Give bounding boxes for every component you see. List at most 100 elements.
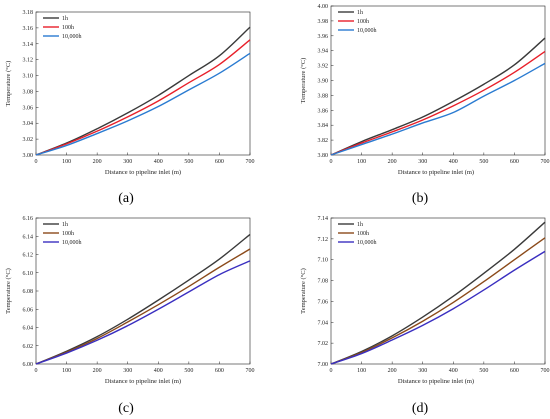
- x-tick-label: 400: [449, 159, 458, 165]
- y-tick-label: 3.96: [318, 34, 329, 40]
- y-tick-label: 6.12: [23, 253, 34, 259]
- legend-label: 1h: [357, 222, 363, 228]
- y-tick-label: 3.06: [23, 105, 34, 111]
- y-tick-label: 7.14: [318, 216, 329, 222]
- y-tick-label: 3.90: [318, 79, 329, 85]
- x-tick-label: 200: [388, 159, 397, 165]
- x-tick-label: 600: [215, 368, 224, 374]
- y-tick-label: 3.04: [23, 121, 34, 127]
- x-tick-label: 200: [93, 159, 102, 165]
- x-tick-label: 200: [388, 368, 397, 374]
- y-tick-label: 3.94: [318, 49, 329, 55]
- x-tick-label: 300: [123, 159, 132, 165]
- y-tick-label: 3.16: [23, 26, 34, 32]
- legend-label: 10,000h: [357, 28, 377, 34]
- y-tick-label: 7.00: [318, 362, 329, 368]
- y-tick-label: 6.06: [23, 307, 34, 313]
- y-tick-label: 3.82: [318, 138, 329, 144]
- legend-label: 100h: [62, 231, 74, 237]
- y-tick-label: 3.84: [318, 123, 329, 129]
- x-tick-label: 300: [418, 159, 427, 165]
- panel-label: (d): [412, 401, 429, 416]
- y-tick-label: 3.86: [318, 108, 329, 114]
- y-tick-label: 3.98: [318, 19, 329, 25]
- legend-label: 1h: [357, 10, 363, 16]
- series-line-100h: [330, 237, 546, 365]
- x-tick-label: 700: [541, 159, 550, 165]
- x-tick-label: 500: [479, 159, 488, 165]
- series-line-10000h: [35, 52, 251, 156]
- x-tick-label: 400: [154, 159, 163, 165]
- x-tick-label: 500: [184, 368, 193, 374]
- x-tick-label: 0: [35, 159, 38, 165]
- x-axis-label: Distance to pipeline inlet (m): [398, 378, 474, 385]
- x-tick-label: 300: [418, 368, 427, 374]
- series-line-100h: [35, 39, 251, 156]
- x-tick-label: 100: [62, 368, 71, 374]
- x-axis-label: Distance to pipeline inlet (m): [398, 169, 474, 176]
- y-tick-label: 6.00: [23, 362, 34, 368]
- series-line-1h: [330, 37, 546, 156]
- x-tick-label: 700: [246, 368, 255, 374]
- chart-panel-2: 0 100 200 300 400 500 600 700 6.00 6.02 6.04 6.06 6.…: [5, 216, 255, 416]
- y-tick-label: 6.02: [23, 344, 34, 350]
- y-tick-label: 3.88: [318, 93, 329, 99]
- x-tick-label: 600: [510, 159, 519, 165]
- x-tick-label: 400: [449, 368, 458, 374]
- y-axis-label: Temperature (°C): [300, 268, 307, 314]
- y-tick-label: 3.10: [23, 74, 34, 80]
- x-tick-label: 100: [62, 159, 71, 165]
- series-line-10000h: [330, 250, 546, 365]
- chart-panel-3: 0 100 200 300 400 500 600 700 7.00 7.02 7.04 7.06 7.…: [300, 216, 550, 416]
- y-tick-label: 3.00: [23, 153, 34, 159]
- x-axis-label: Distance to pipeline inlet (m): [105, 378, 181, 385]
- x-tick-label: 700: [246, 159, 255, 165]
- y-axis-label: Temperature (°C): [5, 61, 12, 107]
- y-tick-label: 6.04: [23, 326, 34, 332]
- y-tick-label: 7.04: [318, 320, 329, 326]
- panel-label: (b): [412, 191, 429, 206]
- x-tick-label: 100: [357, 159, 366, 165]
- x-tick-label: 700: [541, 368, 550, 374]
- chart-panel-0: 0 100 200 300 400 500 600 700 3.00 3.02 3.04 3.06 3.…: [5, 10, 255, 206]
- x-tick-label: 400: [154, 368, 163, 374]
- x-tick-label: 0: [330, 159, 333, 165]
- x-tick-label: 0: [330, 368, 333, 374]
- y-axis-label: Temperature (°C): [5, 268, 12, 314]
- series-line-100h: [35, 248, 251, 365]
- y-tick-label: 6.10: [23, 271, 34, 277]
- series-line-1h: [35, 233, 251, 365]
- legend-label: 10,000h: [62, 34, 82, 40]
- series-line-1h: [330, 221, 546, 365]
- panel-label: (c): [118, 401, 134, 416]
- y-tick-label: 3.14: [23, 42, 34, 48]
- x-axis-label: Distance to pipeline inlet (m): [105, 169, 181, 176]
- series-line-10000h: [330, 62, 546, 156]
- y-tick-label: 6.14: [23, 234, 34, 240]
- series-line-1h: [35, 26, 251, 156]
- y-tick-label: 3.12: [23, 58, 34, 64]
- x-tick-label: 500: [479, 368, 488, 374]
- x-tick-label: 600: [215, 159, 224, 165]
- chart-panel-1: 0 100 200 300 400 500 600 700 3.80 3.82 3.84 3.86 3.…: [300, 4, 550, 206]
- x-tick-label: 300: [123, 368, 132, 374]
- y-tick-label: 3.08: [23, 89, 34, 95]
- series-line-100h: [330, 50, 546, 156]
- legend-label: 10,000h: [357, 240, 377, 246]
- y-tick-label: 7.10: [318, 258, 329, 264]
- y-tick-label: 7.08: [318, 279, 329, 285]
- legend-label: 1h: [62, 222, 68, 228]
- y-axis-label: Temperature (°C): [300, 58, 307, 104]
- legend-label: 100h: [357, 19, 369, 25]
- y-tick-label: 6.16: [23, 216, 34, 222]
- legend-label: 100h: [62, 25, 74, 31]
- legend-label: 100h: [357, 231, 369, 237]
- x-tick-label: 500: [184, 159, 193, 165]
- y-tick-label: 4.00: [318, 4, 329, 10]
- y-tick-label: 7.02: [318, 341, 329, 347]
- y-tick-label: 3.02: [23, 137, 34, 143]
- series-line-10000h: [35, 260, 251, 365]
- x-tick-label: 100: [357, 368, 366, 374]
- legend-label: 1h: [62, 16, 68, 22]
